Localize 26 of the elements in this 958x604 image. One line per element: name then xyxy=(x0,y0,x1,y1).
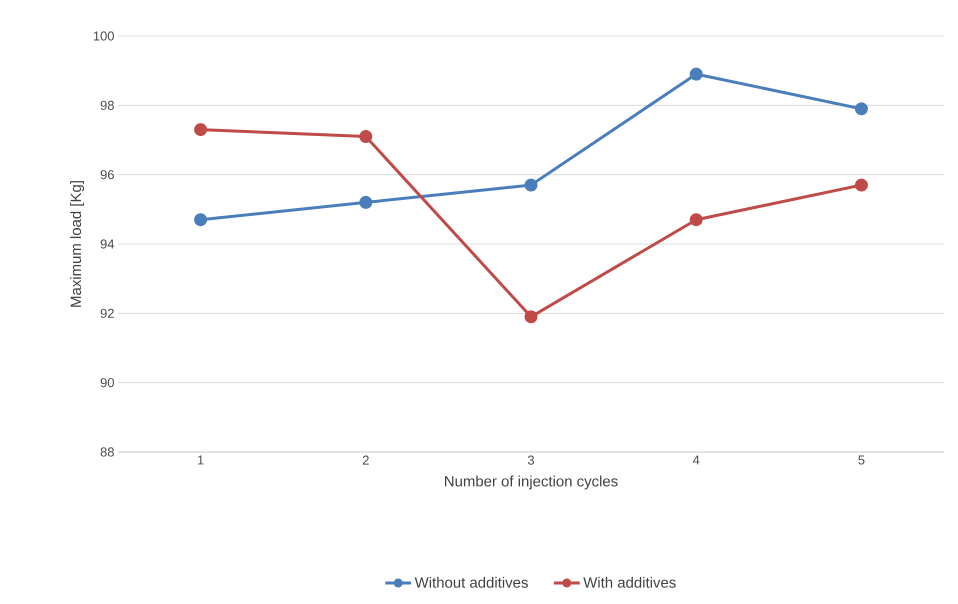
y-tick-label: 100 xyxy=(94,31,114,41)
x-tick-label: 2 xyxy=(362,456,369,465)
point xyxy=(359,196,372,209)
point xyxy=(524,310,538,324)
y-tick-label: 92 xyxy=(100,308,114,318)
point xyxy=(690,68,703,81)
legend-label: With additives xyxy=(583,576,676,588)
point xyxy=(194,213,208,226)
x-tick-label: 3 xyxy=(528,456,534,465)
y-tick-label: 88 xyxy=(100,447,114,457)
point xyxy=(690,213,703,226)
point xyxy=(194,123,208,136)
y-tick-label: 96 xyxy=(100,170,114,180)
point xyxy=(854,178,868,192)
point xyxy=(524,178,538,192)
x-tick-label: 5 xyxy=(858,456,864,465)
x-tick-label: 1 xyxy=(198,456,204,464)
x-axis-title: Number of injection cycles xyxy=(445,476,618,490)
y-tick-label: 94 xyxy=(100,239,114,249)
y-axis-title: Maximum load [Kg] xyxy=(70,181,84,307)
y-tick-label: 90 xyxy=(100,378,114,388)
y-tick-label: 98 xyxy=(100,100,114,110)
point xyxy=(359,130,372,144)
x-tick-label: 4 xyxy=(692,456,700,464)
point xyxy=(854,102,868,116)
legend-label: Without additives xyxy=(414,576,528,588)
